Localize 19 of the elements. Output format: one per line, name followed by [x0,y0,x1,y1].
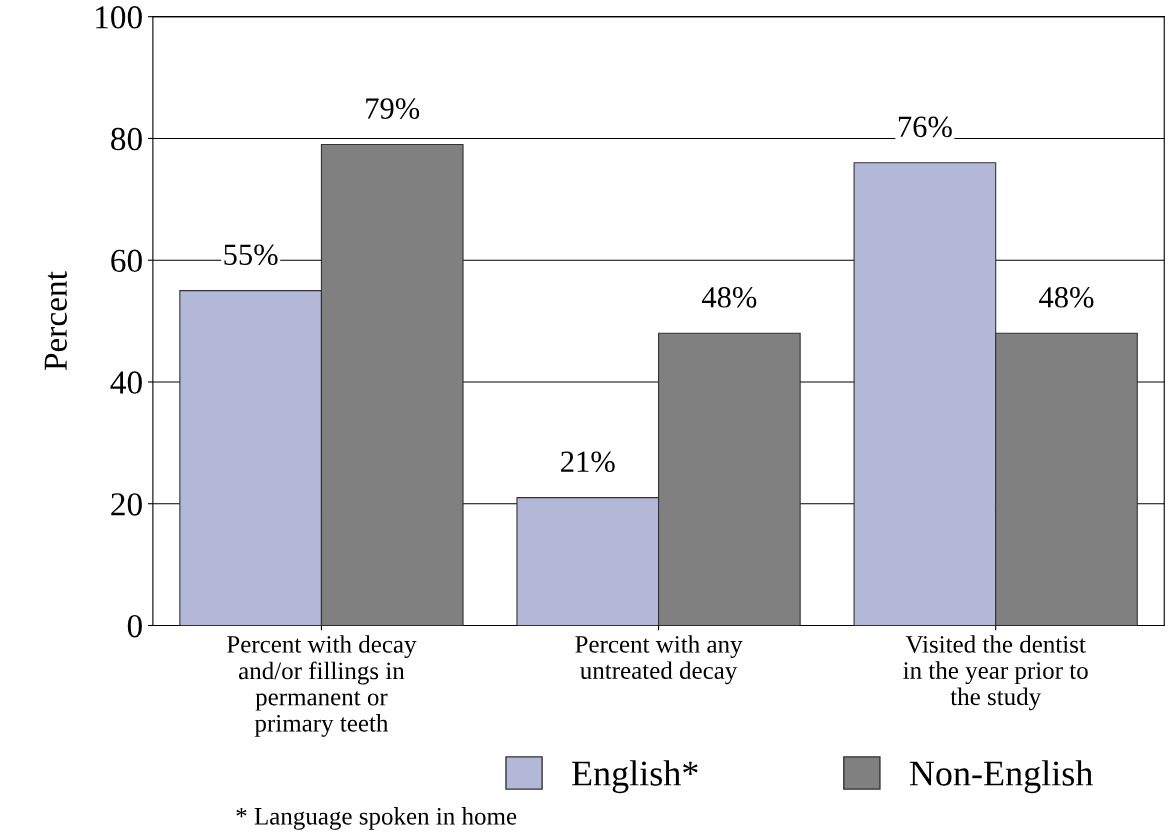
text: * Language spoken in home [236,807,517,830]
data-label: 76% [898,116,952,138]
data-label: 21% [561,451,615,473]
legend-label: Non-English [909,760,1093,794]
x-tick-label: Visited the dentist in the year prior to the study [903,635,1088,711]
y-axis-title: Percent [44,271,67,371]
y-tick-label: 0 [127,614,142,638]
y-tick-label: 100 [96,6,142,29]
x-tick-label: Percent with any untreated decay [575,635,743,685]
data-label: 48% [1039,287,1094,308]
y-tick-label: 60 [111,249,142,273]
data-label: 55% [224,244,278,266]
data-label: 79% [366,98,420,119]
data-label: 48% [701,287,757,308]
y-tick-label: 20 [111,493,142,516]
x-tick-label: Percent with decay and/or fillings in permanent or primary teeth [227,635,417,737]
y-tick-label: 40 [110,371,142,394]
y-tick-label: 80 [111,127,142,151]
legend-label: English* [572,760,698,794]
